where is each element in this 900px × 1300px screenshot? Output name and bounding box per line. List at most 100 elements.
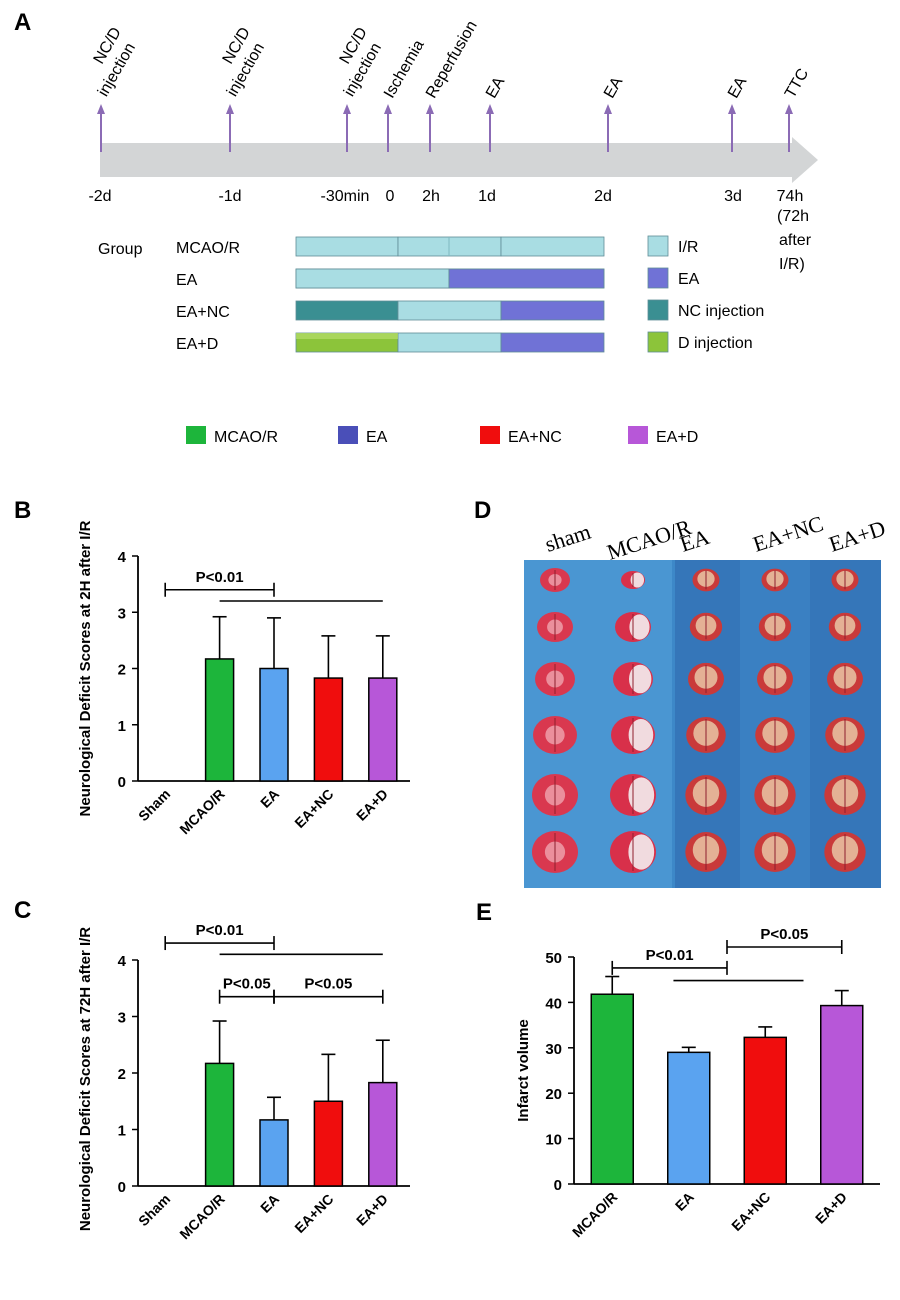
chart-c-xtick-label-4: EA+D bbox=[353, 1191, 391, 1229]
schedule-segment-0-2 bbox=[500, 236, 605, 257]
event-arrowhead-5 bbox=[486, 104, 494, 114]
chart-c-bar-4 bbox=[368, 1081, 398, 1187]
photo-column-label-0: sham bbox=[542, 519, 594, 557]
chart-e-bar-0 bbox=[590, 993, 634, 1185]
chart-c-ytick-label-4: 4 bbox=[118, 953, 127, 970]
ttc-stained-brain-photo: sham MCAO/REA EA+NC EA+D bbox=[524, 511, 888, 888]
group-legend-label-0: I/R bbox=[678, 239, 698, 256]
chart-e-ytick-label-1: 10 bbox=[545, 1132, 562, 1149]
chart-b-xtick-label-0: Sham bbox=[135, 786, 173, 824]
tick-label-6: 2d bbox=[594, 188, 612, 205]
color-legend: MCAO/R EA EA+NC EA+D bbox=[186, 426, 698, 446]
chart-e-xtick-label-3: EA+D bbox=[812, 1189, 850, 1227]
chart-c: 0 1 2 3 4 Neurological Deficit Scores at 72H … bbox=[77, 922, 410, 1242]
group-schedule: Group MCAO/R EA EA+NC EA+D I/R EA NC injectio… bbox=[98, 235, 764, 353]
tick-label-4: 2h bbox=[422, 188, 440, 205]
chart-c-xtick-label-0: Sham bbox=[135, 1191, 173, 1229]
schedule-segment-2-0 bbox=[295, 300, 399, 321]
panel-label-b: B bbox=[14, 497, 31, 524]
panel-label-d: D bbox=[474, 497, 491, 524]
group-name-3: EA+D bbox=[176, 336, 218, 353]
group-legend-label-2: NC injection bbox=[678, 303, 764, 320]
event-label-top-5: EA bbox=[483, 74, 509, 101]
event-label-8: TTC bbox=[782, 66, 812, 101]
chart-e: 0 10 20 30 40 50 Infarct volume MCAO/R EA EA+NC EA… bbox=[515, 926, 880, 1240]
group-legend-swatch-0 bbox=[647, 235, 669, 257]
event-label-6: EA bbox=[601, 74, 627, 101]
chart-b-xtick-label-4: EA+D bbox=[353, 786, 391, 824]
chart-b-ylabel: Neurological Deficit Scores at 2H after … bbox=[77, 520, 94, 816]
tick-label-8: 74h bbox=[777, 188, 804, 205]
event-arrowhead-0 bbox=[97, 104, 105, 114]
event-label-4: Reperfusion bbox=[423, 18, 481, 101]
legend-swatch-2 bbox=[480, 426, 500, 444]
tick-label-0: -2d bbox=[88, 188, 111, 205]
tick-label-2: -30min bbox=[321, 188, 370, 205]
legend-label-0: MCAO/R bbox=[214, 429, 278, 446]
chart-c-ylabel: Neurological Deficit Scores at 72H after… bbox=[77, 927, 94, 1231]
chart-b-ytick-label-2: 2 bbox=[118, 662, 126, 679]
infarct-area-1-5 bbox=[628, 834, 655, 870]
event-arrowhead-2 bbox=[343, 104, 351, 114]
schedule-ea-ea bbox=[448, 268, 605, 289]
chart-e-ytick-label-4: 40 bbox=[545, 995, 562, 1012]
infarct-area-1-1 bbox=[629, 614, 650, 640]
timeline-note-line-1: (72h bbox=[777, 208, 809, 225]
chart-c-bar-1 bbox=[204, 1062, 235, 1187]
chart-c-ytick-label-2: 2 bbox=[118, 1066, 126, 1083]
chart-c-sig-label-2: P<0.05 bbox=[223, 976, 271, 993]
chart-b-xtick-label-1: MCAO/R bbox=[176, 786, 227, 837]
chart-c-sig-label-0: P<0.01 bbox=[196, 922, 244, 939]
timeline-note: (72h after I/R) bbox=[777, 208, 812, 273]
photo-column-label-4: EA+D bbox=[826, 515, 889, 557]
event-arrowhead-6 bbox=[604, 104, 612, 114]
chart-b-xtick-label-2: EA bbox=[257, 786, 282, 811]
event-label-7: EA bbox=[725, 74, 751, 101]
chart-b-bar-3 bbox=[313, 677, 344, 782]
event-label-top-8: TTC bbox=[782, 66, 812, 101]
chart-e-sig-label-2: P<0.05 bbox=[760, 926, 808, 943]
chart-c-sig-label-3: P<0.05 bbox=[304, 976, 352, 993]
chart-c-xtick-label-3: EA+NC bbox=[291, 1191, 336, 1236]
chart-b-ytick-label-3: 3 bbox=[118, 605, 126, 622]
group-legend-swatch-3 bbox=[647, 331, 669, 353]
schedule-segment-2-2 bbox=[500, 300, 605, 321]
legend-swatch-0 bbox=[186, 426, 206, 444]
chart-e-bar-3 bbox=[820, 1004, 864, 1185]
group-legend-label-1: EA bbox=[678, 271, 700, 288]
infarct-area-1-3 bbox=[628, 719, 654, 751]
chart-e-xtick-label-1: EA bbox=[672, 1189, 697, 1214]
legend-label-1: EA bbox=[366, 429, 388, 446]
chart-c-bar-3 bbox=[313, 1100, 344, 1187]
tick-label-1: -1d bbox=[218, 188, 241, 205]
chart-e-ytick-label-3: 30 bbox=[545, 1041, 562, 1058]
legend-label-2: EA+NC bbox=[508, 429, 562, 446]
chart-e-ytick-label-5: 50 bbox=[545, 950, 562, 967]
chart-c-ytick-label-1: 1 bbox=[118, 1123, 126, 1140]
event-label-top-6: EA bbox=[601, 74, 627, 101]
panel-label-a: A bbox=[14, 9, 31, 36]
group-header: Group bbox=[98, 241, 143, 258]
event-arrowhead-1 bbox=[226, 104, 234, 114]
infarct-area-1-0 bbox=[630, 572, 645, 588]
chart-b-ytick-label-1: 1 bbox=[118, 718, 126, 735]
chart-e-sig-label-0: P<0.01 bbox=[646, 947, 694, 964]
infarct-area-1-4 bbox=[628, 777, 655, 813]
chart-b-ytick-label-4: 4 bbox=[118, 549, 127, 566]
chart-b-sig-label-0: P<0.01 bbox=[196, 569, 244, 586]
schedule-segment-3-2 bbox=[500, 332, 605, 353]
schedule-highlight-3 bbox=[296, 333, 398, 339]
chart-c-bar-2 bbox=[259, 1119, 289, 1187]
chart-b-bar-4 bbox=[368, 677, 398, 782]
chart-b-ytick-label-0: 0 bbox=[118, 774, 126, 791]
group-name-2: EA+NC bbox=[176, 304, 230, 321]
legend-swatch-3 bbox=[628, 426, 648, 444]
schedule-segment-0-0 bbox=[295, 236, 399, 257]
event-label-top-7: EA bbox=[725, 74, 751, 101]
chart-e-ytick-label-2: 20 bbox=[545, 1086, 562, 1103]
chart-b-xtick-label-3: EA+NC bbox=[291, 786, 336, 831]
panel-label-e: E bbox=[476, 899, 492, 926]
